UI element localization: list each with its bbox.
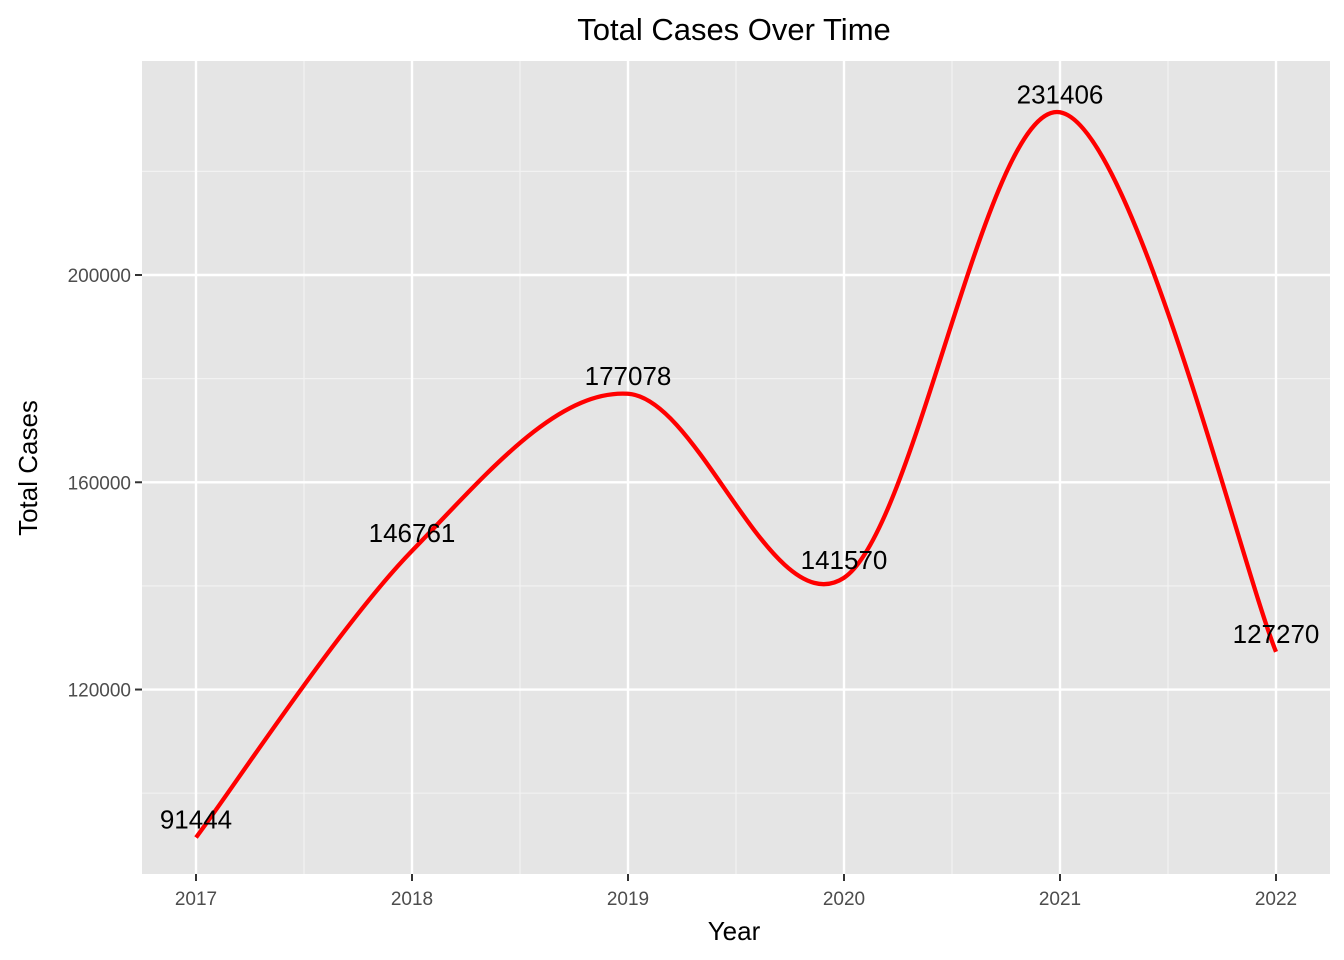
major-gridlines (142, 61, 1330, 874)
y-tick-label: 120000 (68, 681, 131, 702)
y-axis-title: Total Cases (13, 400, 43, 536)
chart-title: Total Cases Over Time (577, 12, 891, 47)
data-label: 141570 (801, 545, 888, 575)
x-axis-title: Year (708, 916, 761, 946)
data-label: 231406 (1017, 79, 1104, 109)
data-label: 91444 (160, 805, 232, 835)
minor-gridlines (142, 61, 1330, 874)
data-label: 177078 (585, 361, 672, 391)
x-tick-label: 2018 (391, 889, 433, 910)
series-line (194, 110, 1278, 839)
y-axis-ticks: 120000 160000 200000 (68, 266, 142, 702)
series-layer (194, 110, 1278, 839)
x-tick-label: 2022 (1255, 889, 1297, 910)
data-labels: 91444 146761 177078 141570 231406 127270 (160, 79, 1320, 834)
x-tick-label: 2017 (175, 889, 217, 910)
x-axis-ticks: 2017 2018 2019 2020 2021 2022 (175, 874, 1297, 910)
y-tick-label: 200000 (68, 266, 131, 287)
x-tick-label: 2019 (607, 889, 649, 910)
data-label: 127270 (1233, 619, 1320, 649)
y-tick-label: 160000 (68, 473, 131, 494)
x-tick-label: 2020 (823, 889, 865, 910)
data-label: 146761 (369, 518, 456, 548)
x-tick-label: 2021 (1039, 889, 1081, 910)
